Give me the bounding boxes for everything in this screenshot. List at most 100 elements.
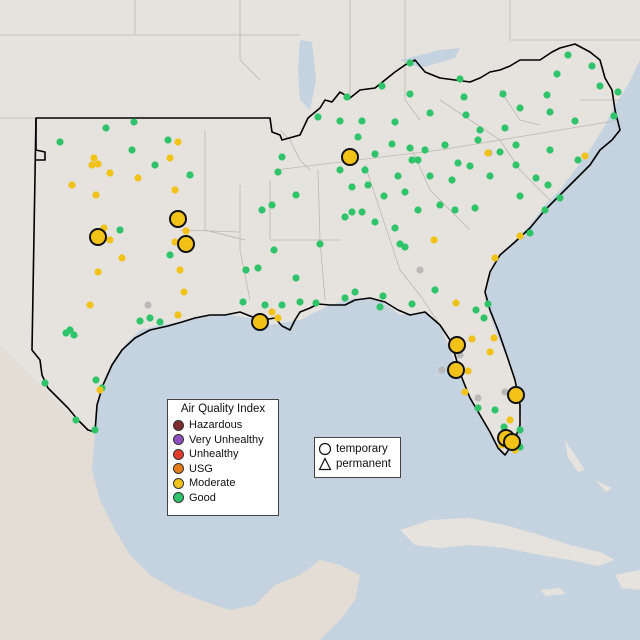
monitor-good[interactable] xyxy=(136,317,144,325)
monitor-good[interactable] xyxy=(472,306,480,314)
monitor-good[interactable] xyxy=(354,133,362,141)
monitor-good[interactable] xyxy=(156,318,164,326)
monitor-good[interactable] xyxy=(512,161,520,169)
monitor-moderate[interactable] xyxy=(516,232,524,240)
monitor-good[interactable] xyxy=(564,51,572,59)
monitor-moderate[interactable] xyxy=(106,169,114,177)
monitor-good[interactable] xyxy=(544,181,552,189)
monitor-good[interactable] xyxy=(462,111,470,119)
monitor-good[interactable] xyxy=(391,224,399,232)
monitor-moderate[interactable] xyxy=(268,308,276,316)
monitor-good[interactable] xyxy=(278,153,286,161)
monitor-good[interactable] xyxy=(268,201,276,209)
monitor-good[interactable] xyxy=(500,423,508,431)
monitor-good[interactable] xyxy=(476,126,484,134)
monitor-good[interactable] xyxy=(408,300,416,308)
monitor-moderate-large[interactable] xyxy=(251,313,269,331)
monitor-good[interactable] xyxy=(541,206,549,214)
monitor-moderate[interactable] xyxy=(461,388,469,396)
monitor-moderate[interactable] xyxy=(171,186,179,194)
monitor-good[interactable] xyxy=(516,426,524,434)
monitor-good[interactable] xyxy=(380,192,388,200)
monitor-moderate-large[interactable] xyxy=(507,386,525,404)
monitor-moderate-large[interactable] xyxy=(177,235,195,253)
monitor-good[interactable] xyxy=(421,146,429,154)
monitor-good[interactable] xyxy=(292,274,300,282)
monitor-good[interactable] xyxy=(341,294,349,302)
monitor-good[interactable] xyxy=(512,141,520,149)
monitor-moderate[interactable] xyxy=(68,181,76,189)
monitor-good[interactable] xyxy=(351,288,359,296)
monitor-good[interactable] xyxy=(454,159,462,167)
monitor-moderate[interactable] xyxy=(134,174,142,182)
monitor-good[interactable] xyxy=(358,117,366,125)
monitor-good[interactable] xyxy=(278,301,286,309)
monitor-moderate[interactable] xyxy=(506,416,514,424)
monitor-good[interactable] xyxy=(426,109,434,117)
monitor-good[interactable] xyxy=(254,264,262,272)
monitor-good[interactable] xyxy=(128,146,136,154)
monitor-good[interactable] xyxy=(588,62,596,70)
monitor-moderate-large[interactable] xyxy=(503,433,521,451)
monitor-good[interactable] xyxy=(451,206,459,214)
monitor-good[interactable] xyxy=(371,218,379,226)
monitor-moderate[interactable] xyxy=(490,334,498,342)
monitor-good[interactable] xyxy=(146,314,154,322)
monitor-good[interactable] xyxy=(496,148,504,156)
monitor-moderate[interactable] xyxy=(581,152,589,160)
monitor-good[interactable] xyxy=(312,299,320,307)
monitor-moderate[interactable] xyxy=(94,160,102,168)
monitor-good[interactable] xyxy=(574,156,582,164)
monitor-good[interactable] xyxy=(186,171,194,179)
monitor-good[interactable] xyxy=(379,292,387,300)
monitor-moderate[interactable] xyxy=(118,254,126,262)
monitor-moderate[interactable] xyxy=(182,227,190,235)
monitor-good[interactable] xyxy=(406,59,414,67)
monitor-good[interactable] xyxy=(596,82,604,90)
monitor-moderate[interactable] xyxy=(94,268,102,276)
monitor-good[interactable] xyxy=(448,176,456,184)
monitor-good[interactable] xyxy=(258,206,266,214)
monitor-good[interactable] xyxy=(401,188,409,196)
monitor-good[interactable] xyxy=(261,301,269,309)
monitor-good[interactable] xyxy=(391,118,399,126)
monitor-good[interactable] xyxy=(92,376,100,384)
monitor-moderate[interactable] xyxy=(452,299,460,307)
monitor-good[interactable] xyxy=(364,181,372,189)
monitor-good[interactable] xyxy=(456,75,464,83)
monitor-moderate[interactable] xyxy=(274,314,282,322)
monitor-good[interactable] xyxy=(116,226,124,234)
monitor-good[interactable] xyxy=(491,406,499,414)
monitor-good[interactable] xyxy=(348,208,356,216)
monitor-moderate[interactable] xyxy=(484,149,492,157)
monitor-moderate[interactable] xyxy=(491,254,499,262)
monitor-good[interactable] xyxy=(270,246,278,254)
monitor-good[interactable] xyxy=(151,161,159,169)
monitor-good[interactable] xyxy=(376,303,384,311)
monitor-moderate[interactable] xyxy=(171,238,179,246)
monitor-moderate[interactable] xyxy=(86,301,94,309)
monitor-good[interactable] xyxy=(102,124,110,132)
monitor-good[interactable] xyxy=(546,146,554,154)
monitor-good[interactable] xyxy=(436,201,444,209)
monitor-good[interactable] xyxy=(292,191,300,199)
monitor-nodata[interactable] xyxy=(144,301,152,309)
monitor-good[interactable] xyxy=(474,136,482,144)
monitor-good[interactable] xyxy=(426,172,434,180)
monitor-good[interactable] xyxy=(484,300,492,308)
monitor-good[interactable] xyxy=(610,112,618,120)
monitor-good[interactable] xyxy=(553,70,561,78)
monitor-nodata[interactable] xyxy=(438,366,446,374)
monitor-good[interactable] xyxy=(378,82,386,90)
monitor-good[interactable] xyxy=(242,266,250,274)
monitor-good[interactable] xyxy=(414,156,422,164)
monitor-good[interactable] xyxy=(526,229,534,237)
monitor-good[interactable] xyxy=(388,140,396,148)
monitor-good[interactable] xyxy=(532,174,540,182)
monitor-good[interactable] xyxy=(70,331,78,339)
monitor-moderate[interactable] xyxy=(174,311,182,319)
monitor-good[interactable] xyxy=(408,156,416,164)
monitor-moderate-large[interactable] xyxy=(447,361,465,379)
monitor-good[interactable] xyxy=(516,192,524,200)
